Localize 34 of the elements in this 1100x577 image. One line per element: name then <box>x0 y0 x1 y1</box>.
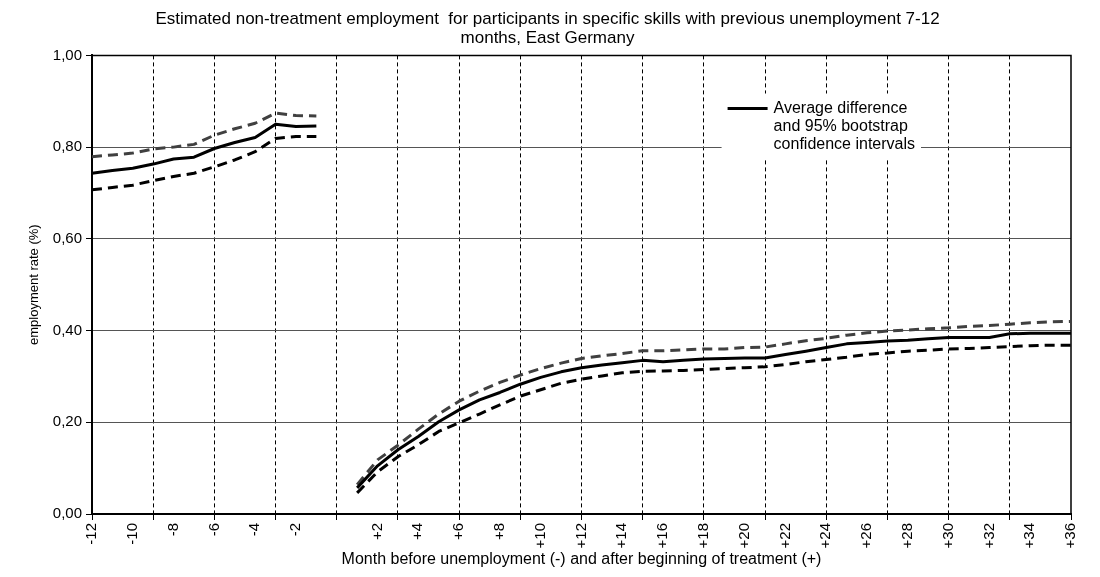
x-tick-label: -4 <box>245 523 263 537</box>
chart-title: Estimated non-treatment employment for participants in specific skills with previous unemployment 7-12 months, East Germany <box>155 9 940 47</box>
y-tick-label: 0,40 <box>52 320 82 338</box>
x-tick-label: +12 <box>571 523 589 549</box>
x-tick-label: +26 <box>857 523 875 549</box>
legend-label: Average difference and 95% bootstrap confidence intervals <box>773 98 916 152</box>
y-tick-label: 0,80 <box>52 137 82 155</box>
x-tick-label: +10 <box>530 523 548 549</box>
y-tick-label: 0,20 <box>52 412 82 430</box>
x-tick-label: +16 <box>653 523 671 549</box>
x-tick-label: +34 <box>1020 523 1038 549</box>
x-tick-label: +24 <box>816 523 834 549</box>
y-tick-label: 1,00 <box>52 45 82 63</box>
x-tick-label: -8 <box>163 523 181 537</box>
x-tick-label: +36 <box>1061 523 1079 549</box>
x-tick-label: +2 <box>367 523 385 541</box>
y-tick-label: 0,00 <box>52 504 82 522</box>
x-tick-label: +18 <box>694 523 712 549</box>
y-tick-label: 0,60 <box>52 228 82 246</box>
x-tick-label: +32 <box>979 523 997 549</box>
x-tick-label: +22 <box>775 523 793 549</box>
x-tick-label: +4 <box>408 523 426 541</box>
x-tick-label: +30 <box>938 523 956 549</box>
x-tick-label: +14 <box>612 523 630 549</box>
x-tick-label: +8 <box>490 523 508 541</box>
x-tick-label: -2 <box>286 523 304 537</box>
x-tick-label: +28 <box>897 523 915 549</box>
x-tick-label: -12 <box>82 523 100 545</box>
x-tick-label: +20 <box>734 523 752 549</box>
y-axis-title: employment rate (%) <box>26 224 42 346</box>
x-tick-label: +6 <box>449 523 467 541</box>
x-axis-title: Month before unemployment (-) and after beginning of treatment (+) <box>341 550 822 568</box>
x-tick-label: -10 <box>122 523 140 545</box>
x-tick-label: -6 <box>204 523 222 537</box>
